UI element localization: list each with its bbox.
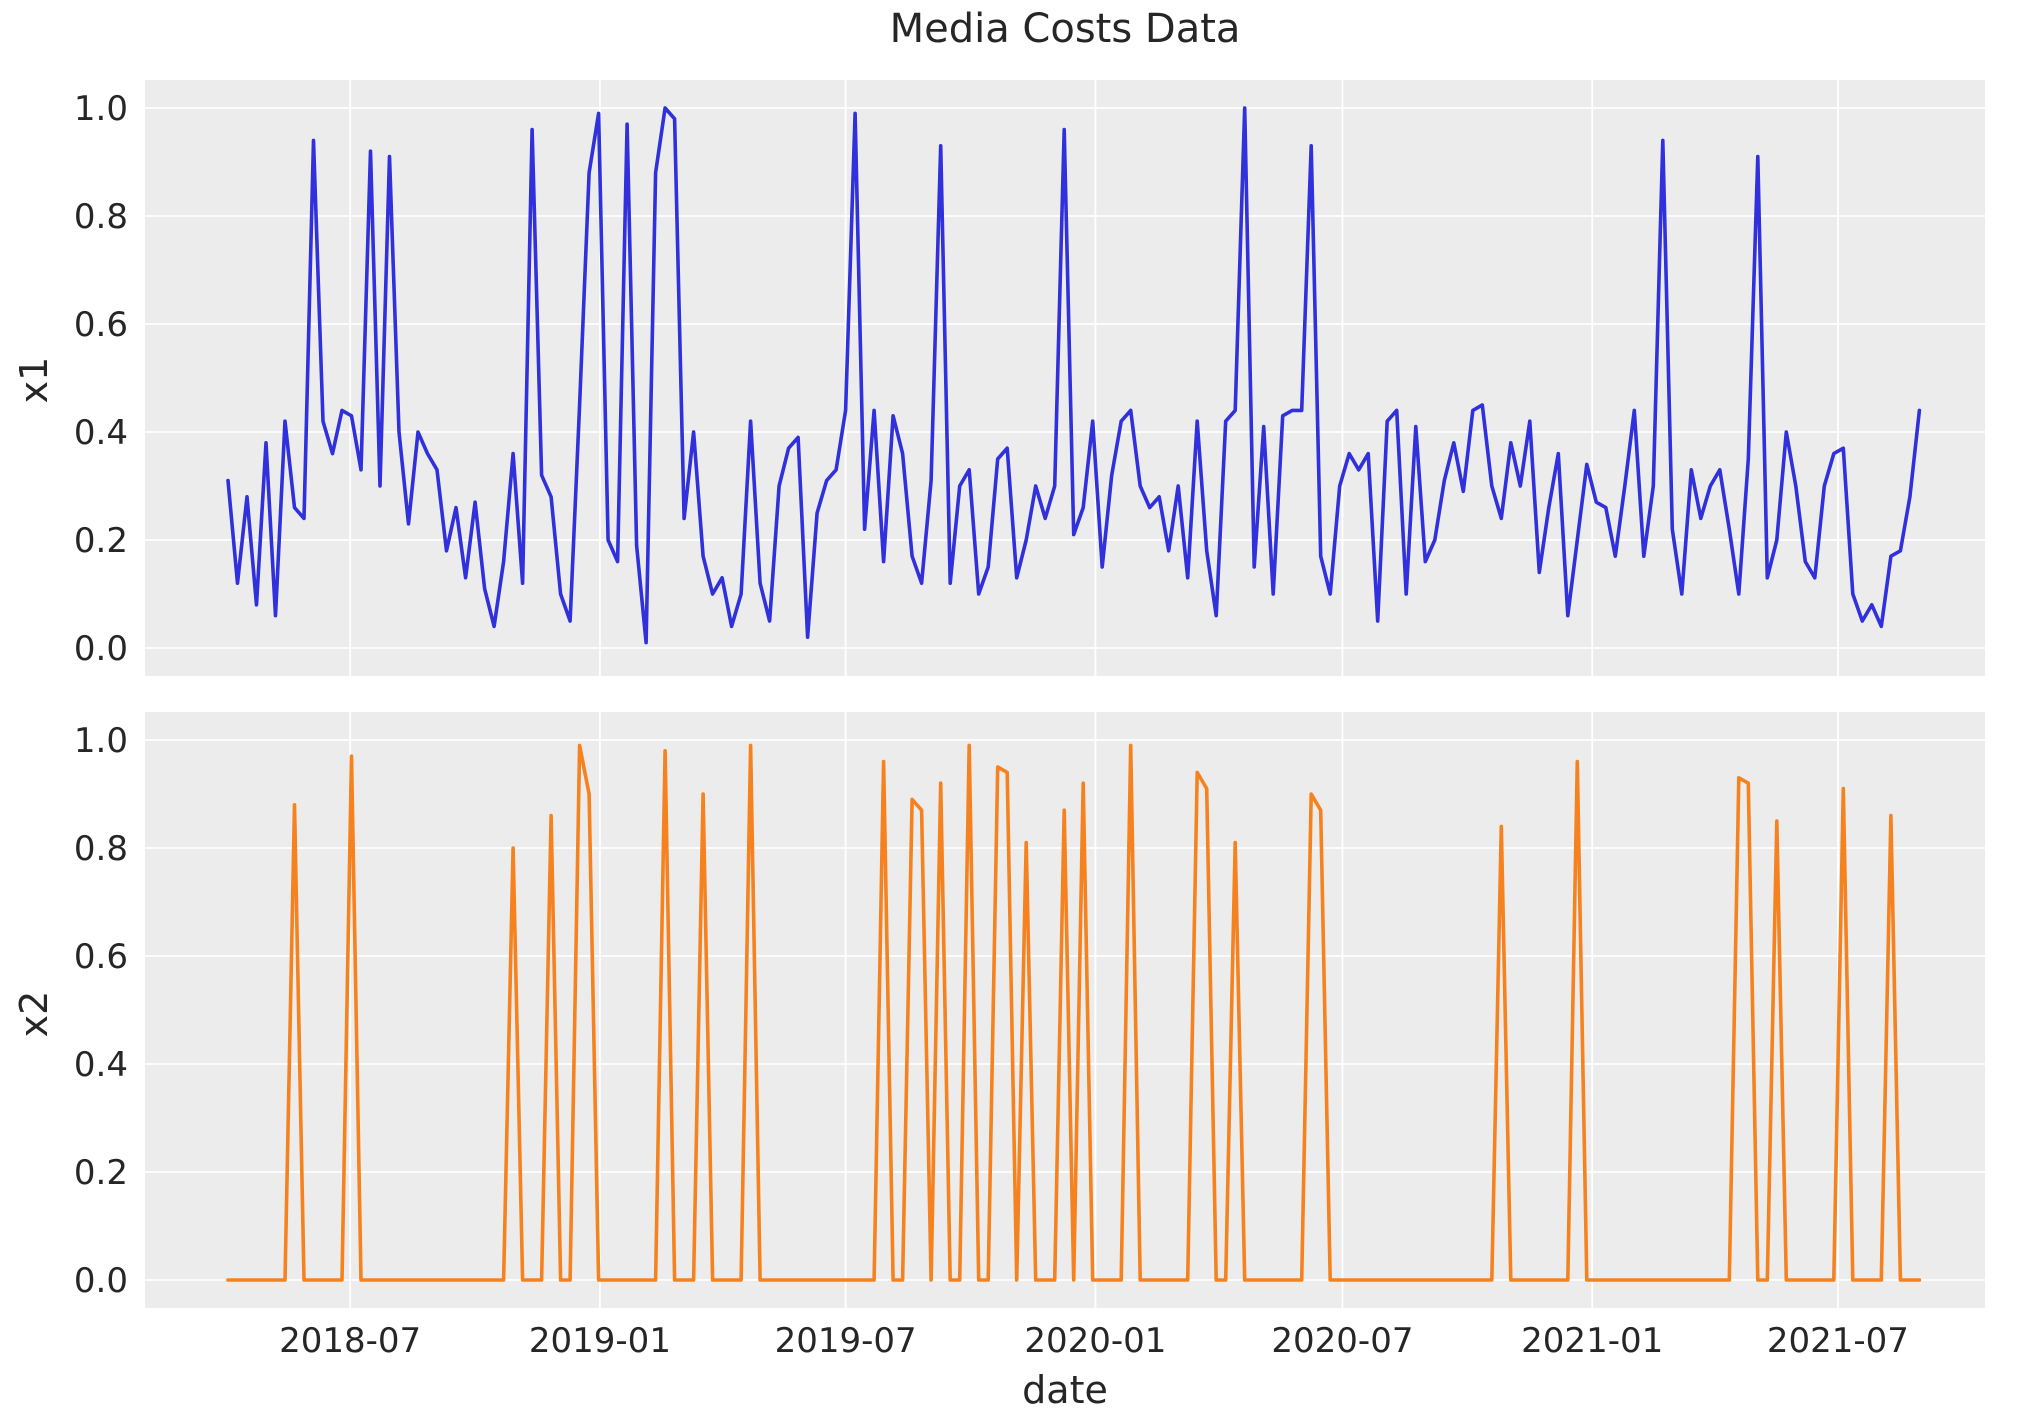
y-tick-label: 0.4 [74, 413, 128, 453]
y-tick-label: 0.2 [74, 1153, 128, 1193]
y-tick-label: 0.8 [74, 829, 128, 869]
y-tick-label: 0.6 [74, 305, 128, 345]
y-tick-label: 0.6 [74, 937, 128, 977]
x2-line [226, 743, 1922, 1282]
y-axis-label-x2: x2 [12, 990, 56, 1038]
x-tick-label: 2018-07 [279, 1321, 421, 1361]
y-tick-label: 0.4 [74, 1045, 128, 1085]
y-tick-label: 0.0 [74, 629, 128, 669]
x-tick-label: 2021-07 [1767, 1321, 1909, 1361]
y-axis-label-x1: x1 [12, 356, 56, 404]
x-tick-label: 2019-07 [775, 1321, 917, 1361]
x-tick-label: 2021-01 [1521, 1321, 1663, 1361]
x-axis-label: date [1022, 1368, 1108, 1412]
x-tick-label: 2019-01 [529, 1321, 671, 1361]
x-tick-label: 2020-01 [1024, 1321, 1166, 1361]
y-tick-label: 0.8 [74, 197, 128, 237]
y-tick-label: 1.0 [74, 89, 128, 129]
x-tick-label: 2020-07 [1271, 1321, 1413, 1361]
x1-line [226, 106, 1922, 645]
y-tick-label: 0.0 [74, 1261, 128, 1301]
y-tick-label: 0.2 [74, 521, 128, 561]
plot-area-x2 [145, 712, 1985, 1308]
y-tick-label: 1.0 [74, 721, 128, 761]
chart-title: Media Costs Data [889, 6, 1241, 52]
